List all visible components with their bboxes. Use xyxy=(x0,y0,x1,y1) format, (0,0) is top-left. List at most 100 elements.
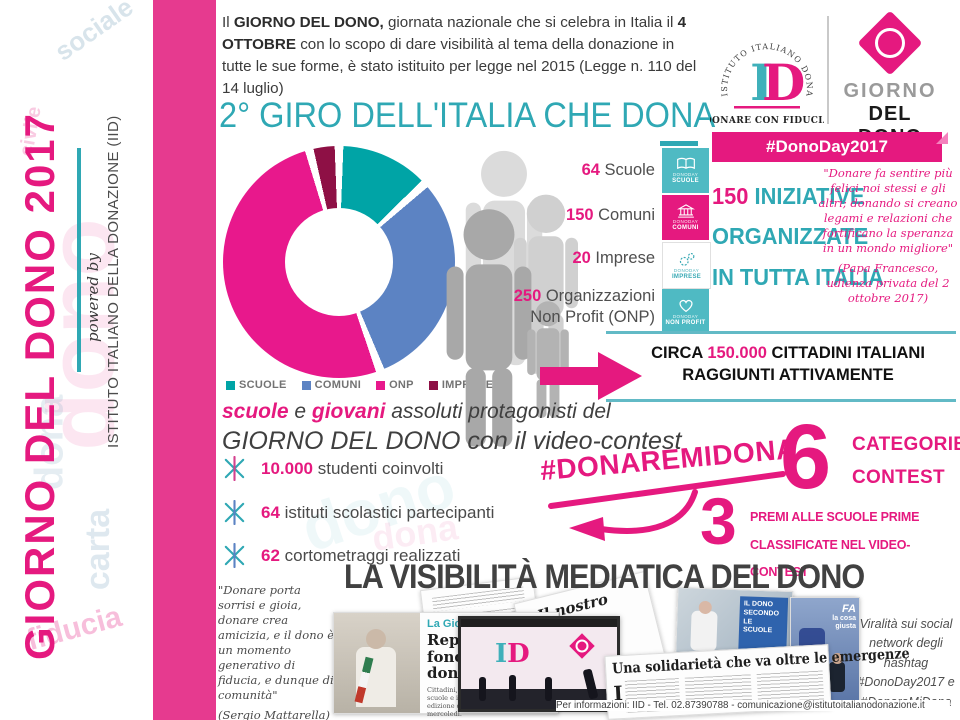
protagonists-text: e xyxy=(288,400,312,423)
teal-divider-bottom xyxy=(606,399,956,402)
magenta-bar xyxy=(153,0,216,720)
heading-underline xyxy=(660,141,698,146)
intro-bold-date: 4 OTTOBRE xyxy=(222,14,687,54)
sidebar-divider xyxy=(77,148,81,372)
iniziative-line2: ORGANIZZATE xyxy=(712,223,869,250)
iid-logo: ISTITUTO ITALIANO DONAZIONE I D DONARE C… xyxy=(710,6,824,126)
gdd-diamond-icon xyxy=(857,10,923,76)
stat-onp: 250 Organizzazioni Non Profit (ONP) xyxy=(485,286,655,327)
prizes-line2: CLASSIFICATE NEL VIDEO-CONTEST xyxy=(750,537,911,580)
tile-imprese: DONODAY IMPRESE xyxy=(662,242,711,289)
legend-swatch xyxy=(301,380,311,390)
watermark-text: carta xyxy=(79,508,118,591)
right-arrow-icon xyxy=(540,352,642,400)
bullet-text: 62 cortometraggi realizzati xyxy=(261,546,460,566)
intro-paragraph: Il GIORNO DEL DONO, giornata nazionale c… xyxy=(222,12,704,100)
page-title: GIORNO DEL DONO 2017 xyxy=(16,111,63,660)
bullet-label: cortometraggi realizzati xyxy=(279,545,461,565)
stage-diamond-icon xyxy=(569,633,595,659)
iniziative-line1: 150 INIZIATIVE xyxy=(712,176,865,216)
gdd-logo-line1: GIORNO xyxy=(843,80,937,102)
tv1-caption: IL DONO SECONDO LE SCUOLE xyxy=(738,596,789,652)
stat-value: 64 xyxy=(581,161,600,179)
tile-small-label: DONODAY xyxy=(672,219,699,224)
organization-name: ISTITUTO ITALIANO DELLA DONAZIONE (IID) xyxy=(105,115,122,448)
contest-line2: CONTEST xyxy=(852,467,945,489)
legend-swatch xyxy=(226,380,235,390)
asterisk-icon xyxy=(224,500,245,525)
pope-quote: "Donare fa sentire più felici noi stessi… xyxy=(818,166,958,305)
iid-letter-i: I xyxy=(750,53,773,112)
reach-text: CIRCA xyxy=(651,344,708,362)
donut-chart xyxy=(223,146,455,378)
footer-contact: Per informazioni: IID - Tel. 02.87390788… xyxy=(556,700,950,711)
stat-label: Organizzazioni Non Profit (ONP) xyxy=(530,287,655,326)
intro-text: con lo scopo di dare visibilità al tema … xyxy=(222,36,697,98)
protagonists-line1: scuole e giovani assoluti protagonisti d… xyxy=(222,400,681,424)
tv2-line2: la cosa xyxy=(832,615,856,623)
legend-item: SCUOLE xyxy=(226,379,287,391)
reach-statement: CIRCA 150.000 CITTADINI ITALIANI RAGGIUN… xyxy=(618,342,958,387)
prizes-labels: PREMI ALLE SCUOLE PRIME CLASSIFICATE NEL… xyxy=(750,504,960,587)
iniziative-text: INIZIATIVE xyxy=(748,183,865,209)
tv-person xyxy=(690,610,718,652)
pope-quote-text: "Donare fa sentire più felici noi stessi… xyxy=(818,166,958,255)
asterisk-icon xyxy=(224,456,245,481)
tv-person-head xyxy=(832,653,843,664)
tv2-caption: FA la cosa giusta xyxy=(832,603,856,630)
mattarella-quote-source: (Sergio Mattarella) xyxy=(218,707,331,720)
stat-label: Imprese xyxy=(590,249,655,267)
giorno-del-dono-logo: GIORNO DEL DONO xyxy=(834,10,946,149)
bullet-istituti: 64 istituti scolastici partecipanti xyxy=(222,500,494,525)
watermark-text: sociale xyxy=(49,0,139,67)
mattarella-quote: "Donare porta sorrisi e gioia, donare cr… xyxy=(218,583,334,720)
prizes-line1: PREMI ALLE SCUOLE PRIME xyxy=(750,510,920,524)
asterisk-icon xyxy=(224,543,245,568)
legend-label: SCUOLE xyxy=(239,379,287,391)
sidebar-background: sociale civile dono dona carta fiducia xyxy=(0,0,153,720)
tile-comuni: DONODAY COMUNI xyxy=(662,195,709,240)
intro-text: giornata nazionale che si celebra in Ita… xyxy=(383,14,678,31)
reach-number: 150.000 xyxy=(707,344,767,362)
tile-small-label: DONODAY xyxy=(673,267,700,273)
book-icon xyxy=(676,157,695,170)
stat-imprese: 20 Imprese xyxy=(455,248,655,269)
intro-text: Il xyxy=(222,14,234,31)
stage-letter-d: D xyxy=(507,639,530,669)
bullet-studenti: 10.000 studenti coinvolti xyxy=(222,456,443,481)
legend-item: ONP xyxy=(376,379,414,391)
contest-number: 6 xyxy=(780,406,832,508)
tv2-line3: giusta xyxy=(835,622,856,630)
tile-scuole: DONODAY SCUOLE xyxy=(662,148,709,193)
legend-item: COMUNI xyxy=(301,379,361,391)
stat-value: 20 xyxy=(572,249,591,267)
stat-label: Comuni xyxy=(593,206,655,224)
bullet-label: istituti scolastici partecipanti xyxy=(279,502,495,522)
logo-divider xyxy=(827,16,829,124)
stat-scuole: 64 Scuole xyxy=(455,160,655,181)
stat-label: Scuole xyxy=(599,161,655,179)
bullet-number: 10.000 xyxy=(261,458,313,478)
event-stage-photo: ID xyxy=(458,616,620,712)
pope-quote-source: (Papa Francesco, udienza privata del 2 o… xyxy=(826,260,950,305)
tile-label: IMPRESE xyxy=(671,273,702,280)
tile-non-profit: DONODAY NON PROFIT xyxy=(662,289,709,334)
intro-bold-giorno: GIORNO DEL DONO, xyxy=(233,14,384,31)
heart-icon xyxy=(678,299,693,312)
tv2-line1: FA xyxy=(841,603,856,615)
iid-letter-d: D xyxy=(762,53,805,112)
bullet-label: studenti coinvolti xyxy=(313,458,444,478)
media-section-title: LA VISIBILITÀ MEDIATICA DEL DONO xyxy=(344,558,865,596)
bullet-cortometraggi: 62 cortometraggi realizzati xyxy=(222,543,460,568)
stage-letter-i: I xyxy=(495,639,508,669)
teal-divider-top xyxy=(606,331,956,334)
hashtag-underline-arrow xyxy=(548,471,786,541)
legend-label: ONP xyxy=(389,379,414,391)
donut-hole xyxy=(285,208,393,316)
protagonists-pink: giovani xyxy=(311,400,386,423)
prizes-number: 3 xyxy=(700,484,737,558)
repubblica-photo xyxy=(334,613,420,713)
contest-line1: CATEGORIE xyxy=(852,434,960,455)
tile-label: COMUNI xyxy=(672,225,699,231)
